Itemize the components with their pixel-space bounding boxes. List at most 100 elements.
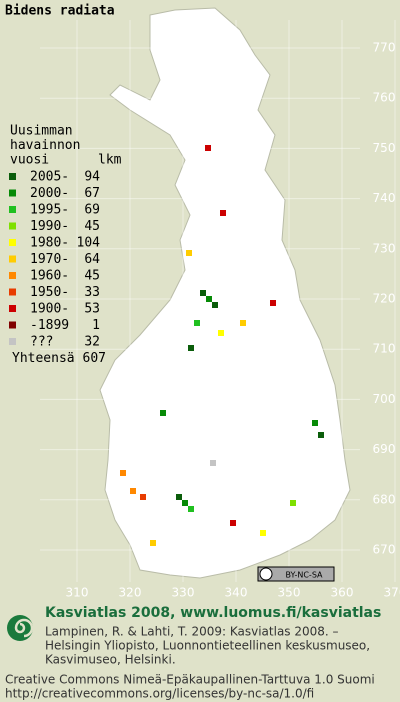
legend-swatch — [9, 338, 16, 345]
legend-count: 64 — [84, 252, 100, 267]
legend-label: -1899 — [30, 318, 69, 333]
citation-line: Kasvimuseo, Helsinki. — [45, 653, 176, 667]
legend-count: 69 — [84, 203, 100, 218]
northing-label: 770 — [373, 41, 396, 55]
square — [240, 320, 246, 326]
square — [205, 145, 211, 151]
square — [188, 506, 194, 512]
citation-line: Helsingin Yliopisto, Luonnontieteellinen… — [45, 639, 370, 653]
square — [230, 520, 236, 526]
legend-swatch — [9, 288, 16, 296]
badge-text: BY-NC-SA — [285, 571, 323, 580]
northing-label: 740 — [373, 191, 396, 205]
license-url[interactable]: http://creativecommons.org/licenses/by-n… — [5, 687, 314, 701]
square — [176, 494, 182, 500]
legend-label: 1990- — [30, 219, 69, 234]
legend-swatch — [9, 305, 16, 312]
badge-box — [257, 566, 335, 582]
northing-label: 700 — [373, 392, 396, 406]
square — [186, 250, 192, 256]
easting-label: 340 — [225, 586, 248, 600]
logo-spiral — [14, 618, 34, 638]
legend-swatch — [9, 321, 16, 329]
northing-label: 670 — [373, 543, 396, 557]
legend-total: 607 — [83, 351, 106, 366]
northing-label: 720 — [373, 292, 396, 306]
square — [218, 330, 224, 336]
legend-swatch — [9, 206, 16, 213]
legend-label: 1950- — [30, 285, 69, 300]
square — [312, 420, 318, 426]
legend-header: Uusimman — [10, 124, 73, 139]
legend-count: 53 — [84, 302, 100, 317]
square — [212, 302, 218, 308]
legend-swatch — [9, 222, 16, 230]
easting-label: 320 — [119, 586, 142, 600]
square — [260, 530, 266, 536]
cc-circle — [259, 567, 273, 581]
license-line: Creative Commons Nimeä-Epäkaupallinen-Ta… — [5, 673, 375, 687]
square — [210, 460, 216, 466]
legend-label: 1970- — [30, 252, 69, 267]
square — [220, 210, 226, 216]
legend-header: havainnon — [10, 138, 80, 153]
site-link[interactable]: Kasviatlas 2008, www.luomus.fi/kasviatla… — [45, 605, 381, 621]
legend-count: 94 — [84, 170, 100, 185]
legend-count: 104 — [77, 236, 101, 251]
easting-label: 360 — [331, 586, 354, 600]
legend-count: 1 — [92, 318, 100, 333]
easting-label: 330 — [172, 586, 195, 600]
legend-label: 1960- — [30, 269, 69, 284]
square — [318, 432, 324, 438]
legend-count: 33 — [84, 285, 100, 300]
square — [182, 500, 188, 506]
legend-count: 45 — [84, 269, 100, 284]
finland-outline — [99, 7, 351, 579]
square — [130, 488, 136, 494]
legend-count: 67 — [84, 186, 100, 201]
northing-label: 730 — [373, 241, 396, 255]
legend-swatch — [9, 189, 16, 197]
legend-label: ??? — [30, 335, 53, 350]
northing-label: 760 — [373, 91, 396, 105]
legend-label: 2000- — [30, 186, 69, 201]
northing-label: 680 — [373, 492, 396, 506]
citation-line: Lampinen, R. & Lahti, T. 2009: Kasviatla… — [45, 625, 339, 639]
northing-label: 690 — [373, 442, 396, 456]
square — [160, 410, 166, 416]
legend-count: 45 — [84, 219, 100, 234]
legend-swatch — [9, 239, 16, 246]
square — [194, 320, 200, 326]
legend-total-label: Yhteensä — [12, 351, 75, 366]
northing-label: 750 — [373, 141, 396, 155]
legend-swatch — [9, 272, 16, 279]
map-title: Bidens radiata — [5, 4, 115, 19]
observation-squares — [120, 145, 324, 546]
easting-label: 350 — [278, 586, 301, 600]
legend-label: 1995- — [30, 203, 69, 218]
logo — [7, 615, 34, 641]
legend-swatch — [9, 173, 16, 180]
legend-count: 32 — [84, 335, 100, 350]
logo-disc — [7, 615, 33, 641]
license-badge: BY-NC-SA — [257, 566, 335, 582]
square — [290, 500, 296, 506]
legend-label: 2005- — [30, 170, 69, 185]
legend-label: 1980- — [30, 236, 69, 251]
legend-label: 1900- — [30, 302, 69, 317]
easting-label: 310 — [66, 586, 89, 600]
square — [206, 296, 212, 302]
square — [120, 470, 126, 476]
square — [270, 300, 276, 306]
northing-label: 710 — [373, 342, 396, 356]
square — [140, 494, 146, 500]
square — [188, 345, 194, 351]
legend-count-header: lkm — [98, 153, 122, 168]
legend-swatch — [9, 255, 16, 263]
easting-label: 370 — [384, 586, 400, 600]
square — [150, 540, 156, 546]
square — [200, 290, 206, 296]
